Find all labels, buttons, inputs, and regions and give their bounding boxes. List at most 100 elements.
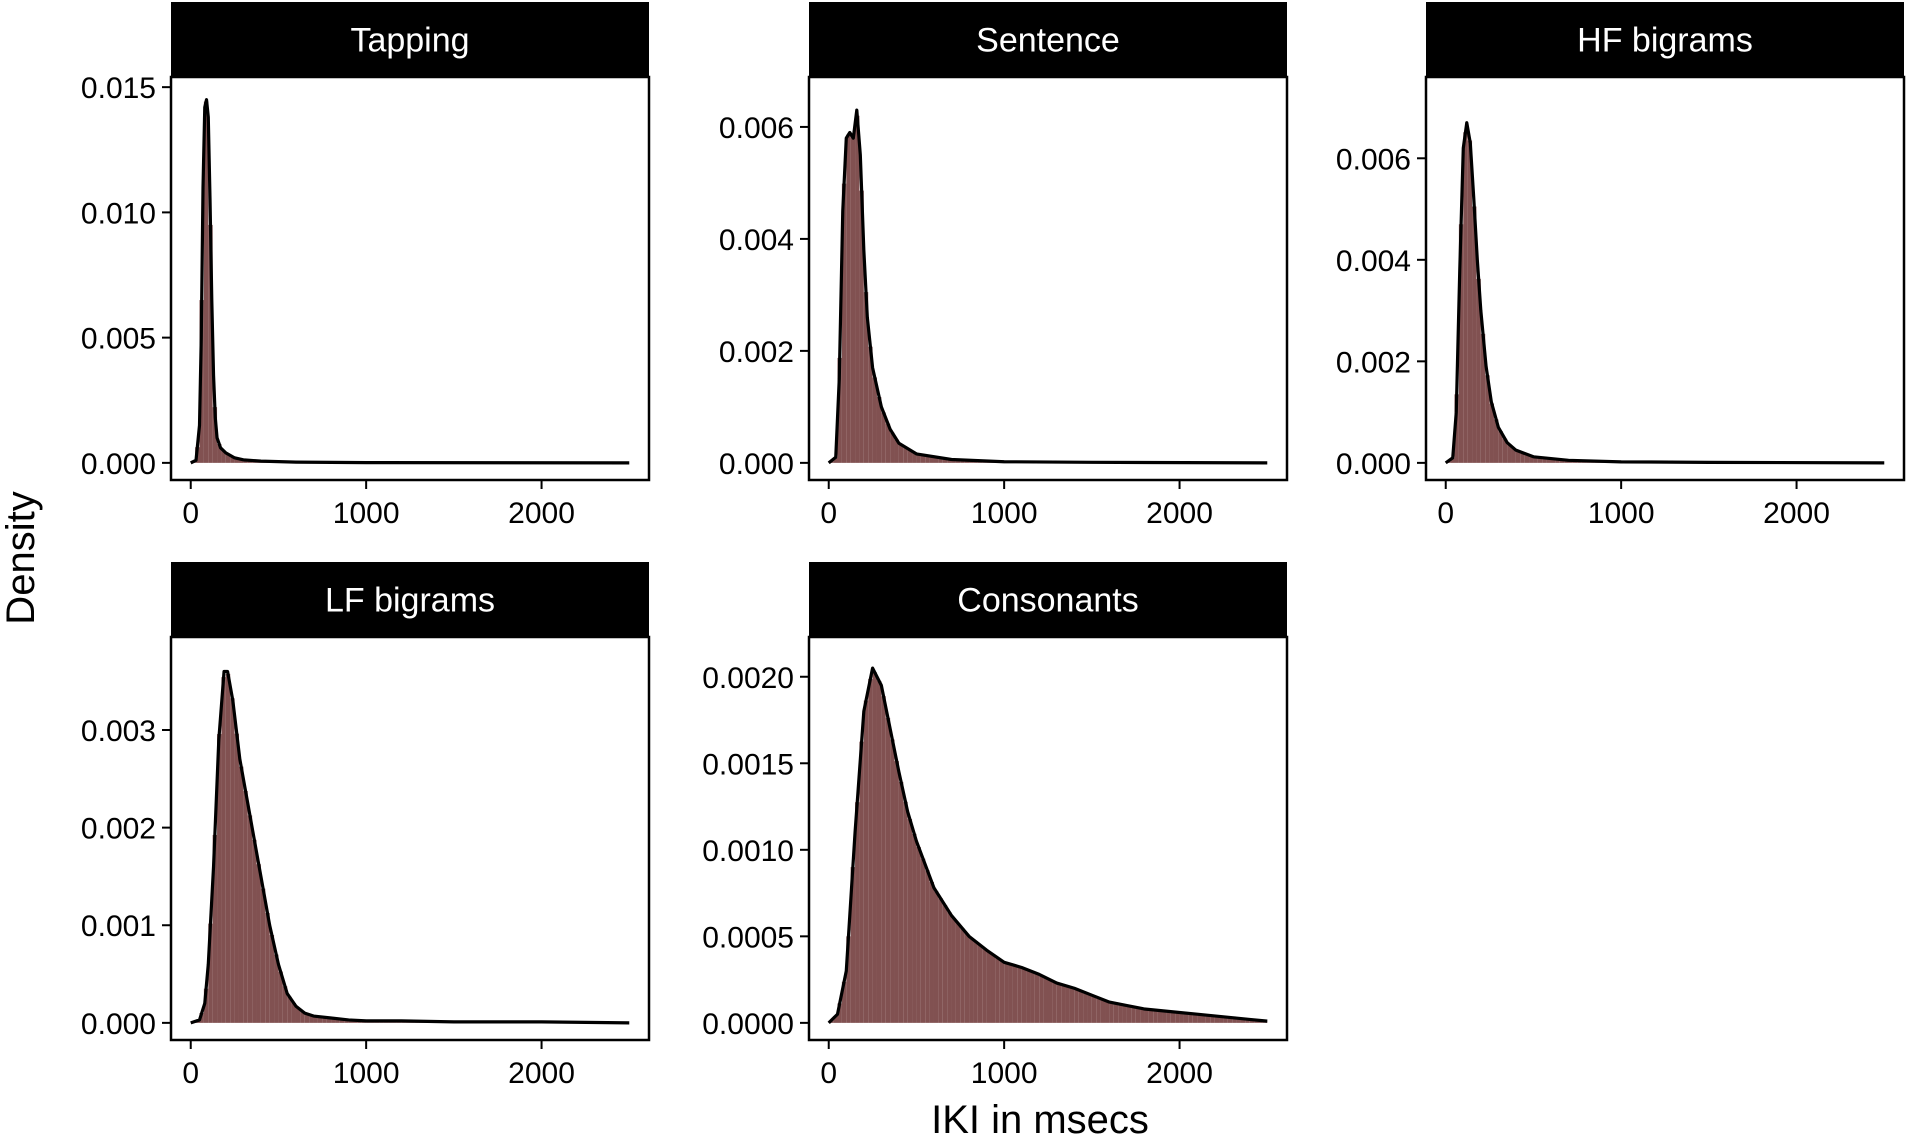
histogram-bar bbox=[929, 456, 934, 463]
histogram-bar bbox=[1502, 438, 1508, 463]
x-tick-label: 0 bbox=[1437, 497, 1454, 530]
histogram-bar bbox=[317, 1016, 323, 1023]
histogram-bar bbox=[326, 1017, 332, 1023]
y-tick-label: 0.0010 bbox=[702, 835, 794, 868]
density-line bbox=[1444, 121, 1885, 465]
x-tick-label: 1000 bbox=[333, 497, 400, 530]
histogram-bar bbox=[947, 912, 952, 1023]
histogram-bar bbox=[212, 834, 218, 1023]
histogram-bar bbox=[881, 412, 886, 463]
histogram-bar bbox=[217, 444, 222, 463]
y-tick-label: 0.002 bbox=[719, 336, 794, 369]
histogram-bar bbox=[252, 839, 257, 1023]
histogram-bar bbox=[1533, 456, 1538, 463]
histogram-bar bbox=[238, 459, 244, 463]
panel-sentence: Sentence 0 1000 2000 0.000 0.002 0.004 0.006 bbox=[719, 2, 1289, 530]
histogram-bar bbox=[925, 870, 930, 1023]
histogram-bar bbox=[269, 935, 275, 1023]
histogram-bar bbox=[1144, 1009, 1149, 1023]
histogram-bar bbox=[863, 292, 869, 463]
panel-border bbox=[807, 635, 1289, 1042]
histogram-bar bbox=[942, 458, 948, 463]
histogram-bar bbox=[1188, 1013, 1193, 1023]
histogram-bar bbox=[929, 882, 934, 1023]
x-tick-label: 0 bbox=[820, 497, 837, 530]
histogram-bar bbox=[907, 449, 913, 463]
histogram-bar bbox=[247, 815, 253, 1023]
x-tick-label: 2000 bbox=[1763, 497, 1830, 530]
histogram-bar bbox=[955, 923, 961, 1023]
y-axis-title: Density bbox=[0, 491, 43, 624]
histogram-bar bbox=[212, 407, 218, 463]
histogram-bar bbox=[1511, 448, 1516, 463]
histogram-bar bbox=[225, 454, 231, 463]
histogram-bar bbox=[331, 1018, 336, 1023]
histogram-bar bbox=[1030, 971, 1035, 1023]
histogram-bar bbox=[885, 423, 891, 463]
histogram-bar bbox=[969, 938, 974, 1023]
x-tick-label: 1000 bbox=[971, 497, 1038, 530]
panel-lf-bigrams: LF bigrams 0 1000 2000 0.000 0.001 0.002 0.003 bbox=[81, 562, 651, 1090]
histogram-bar bbox=[1450, 458, 1455, 463]
histogram-bar bbox=[846, 134, 851, 463]
histogram-bar bbox=[868, 678, 873, 1023]
histogram-bar bbox=[1463, 132, 1468, 463]
histogram-bar bbox=[300, 1011, 305, 1023]
histogram-bar bbox=[1135, 1007, 1141, 1023]
histogram-bar bbox=[1043, 977, 1048, 1023]
histogram-bar bbox=[977, 944, 983, 1023]
histogram-bar bbox=[1197, 1014, 1202, 1023]
histogram-bar bbox=[999, 960, 1005, 1023]
strip-header bbox=[171, 2, 649, 77]
histogram-bar bbox=[951, 459, 956, 463]
histogram-bar bbox=[1157, 1010, 1163, 1023]
y-tick-label: 0.003 bbox=[81, 715, 156, 748]
histogram-bar bbox=[1458, 224, 1464, 463]
histogram-bar bbox=[1467, 140, 1473, 463]
y-tick-label: 0.015 bbox=[81, 72, 156, 105]
panel-tapping: Tapping 0 1000 2000 0.000 0.005 0.010 0.015 bbox=[81, 2, 651, 530]
histogram-bar bbox=[208, 923, 213, 1023]
histogram-bar bbox=[863, 700, 869, 1023]
histogram-bar bbox=[1166, 1011, 1171, 1023]
histogram-bar bbox=[986, 951, 991, 1023]
histogram-bar bbox=[282, 986, 288, 1023]
histogram-bar bbox=[1170, 1011, 1176, 1023]
y-tick-label: 0.002 bbox=[81, 813, 156, 846]
histogram-bar bbox=[1153, 1010, 1158, 1023]
histogram-bar bbox=[309, 1015, 314, 1023]
histogram-bar bbox=[938, 457, 943, 463]
histogram-bar bbox=[925, 455, 930, 463]
strip-title: HF bigrams bbox=[1577, 22, 1753, 60]
histogram-bar bbox=[208, 224, 213, 463]
histogram-bar bbox=[933, 457, 939, 463]
density-line bbox=[190, 98, 630, 465]
histogram-bar bbox=[1100, 999, 1106, 1023]
histogram-bar bbox=[1026, 970, 1031, 1023]
histogram-bar bbox=[903, 801, 908, 1023]
histogram-bar bbox=[1113, 1003, 1119, 1023]
histogram bbox=[828, 672, 1268, 1023]
histogram-bar bbox=[894, 439, 899, 463]
histogram-bar bbox=[1550, 458, 1556, 463]
y-tick-label: 0.0020 bbox=[702, 662, 794, 695]
histogram-bar bbox=[837, 357, 842, 463]
histogram-bar bbox=[1148, 1009, 1154, 1023]
histogram-bar bbox=[1520, 452, 1525, 463]
histogram-bar bbox=[1537, 457, 1543, 463]
histogram-bar bbox=[1034, 973, 1040, 1023]
histogram-bar bbox=[335, 1018, 340, 1023]
histogram-bar bbox=[1476, 278, 1481, 463]
histogram-bar bbox=[265, 913, 270, 1023]
histogram-bar bbox=[872, 672, 877, 1023]
histogram-bar bbox=[885, 717, 891, 1023]
histogram-bar bbox=[1232, 1017, 1237, 1023]
histogram-bar bbox=[1105, 1001, 1110, 1023]
histogram-bar bbox=[1017, 966, 1022, 1023]
histogram-bar bbox=[850, 867, 856, 1023]
histogram-bar bbox=[1131, 1006, 1136, 1023]
histogram-bar bbox=[1236, 1018, 1241, 1023]
histogram-bar bbox=[243, 791, 248, 1023]
histogram-bar bbox=[841, 981, 847, 1023]
